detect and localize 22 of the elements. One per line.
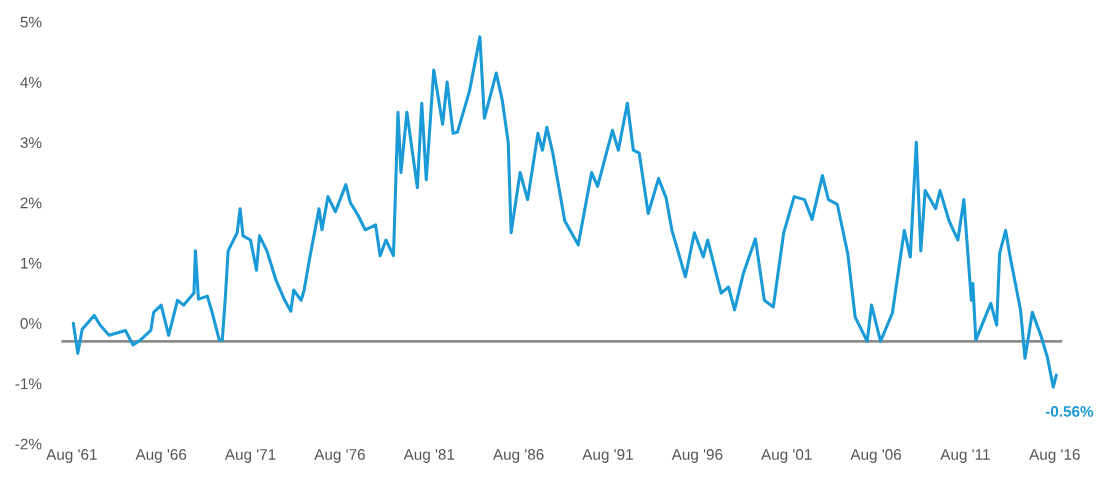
x-tick-label: Aug '71: [224, 449, 276, 463]
y-tick-label: 3%: [20, 137, 42, 149]
x-tick-label: Aug '66: [135, 449, 187, 463]
x-tick-label: Aug '01: [761, 449, 812, 463]
y-tick-label: -1%: [15, 378, 42, 390]
x-tick-label: Aug '81: [403, 449, 455, 463]
y-tick-label: -2%: [15, 438, 42, 450]
annotation: -0.56%: [1045, 406, 1094, 417]
x-tick-label: Aug '06: [850, 449, 902, 463]
y-tick-label: 4%: [20, 77, 42, 88]
x-tick-label: Aug '96: [671, 449, 723, 463]
y-tick-label: 2%: [20, 197, 42, 209]
x-tick-label: Aug '86: [492, 449, 544, 463]
y-tick-label: 0%: [20, 318, 42, 329]
x-tick-label: Aug '91: [582, 449, 633, 463]
y-tick-label: 5%: [20, 16, 42, 28]
line-series: [71, 35, 1058, 389]
x-tick-label: Aug '61: [46, 449, 97, 463]
x-tick-label: Aug '76: [314, 449, 365, 463]
y-tick-label: 1%: [21, 257, 42, 269]
x-tick-label: Aug '16: [1029, 449, 1080, 463]
x-tick-label: Aug '11: [940, 449, 990, 463]
